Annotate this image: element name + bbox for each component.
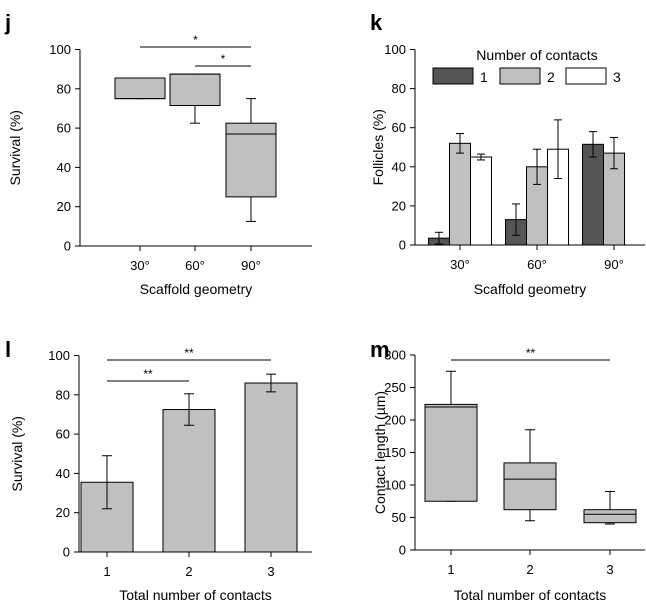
box-2	[503, 429, 557, 522]
bar-3-30°	[470, 156, 492, 246]
x-tick-label: 90°	[241, 258, 261, 273]
bar-3	[244, 382, 298, 553]
significance-label: **	[184, 346, 194, 360]
x-axis-label: Scaffold geometry	[140, 281, 253, 297]
panel-letter: k	[370, 10, 383, 35]
y-tick-label: 100	[384, 478, 406, 493]
box-30°	[114, 77, 166, 100]
x-tick-label: 60°	[185, 258, 205, 273]
box-body	[583, 509, 637, 524]
y-axis-label: Contact length (µm)	[372, 391, 388, 514]
x-tick-label: 3	[606, 562, 613, 577]
legend-swatch-2	[499, 67, 541, 85]
legend-label-2: 2	[547, 69, 555, 85]
y-tick-label: 80	[56, 387, 70, 402]
legend-label-1: 1	[480, 69, 488, 85]
box-body	[169, 73, 221, 107]
y-tick-label: 80	[392, 81, 406, 96]
significance-label: **	[143, 367, 153, 381]
legend: Number of contacts 1 2 3	[432, 47, 621, 85]
panel-m: m 0 50 100 150 200 250 300 1 2 3 Total number of co…	[370, 337, 645, 603]
x-axis-label: Total number of contacts	[119, 587, 272, 603]
box-body	[424, 403, 478, 502]
y-axis-label: Survival (%)	[7, 110, 23, 185]
y-tick-label: 40	[57, 160, 71, 175]
significance-label: *	[221, 52, 226, 66]
panel-letter: l	[5, 337, 11, 362]
x-axis-label: Total number of contacts	[454, 587, 607, 603]
y-tick-label: 50	[392, 510, 406, 525]
x-tick-label: 1	[103, 564, 110, 579]
legend-swatch-3	[565, 67, 607, 85]
y-tick-label: 0	[399, 543, 406, 558]
bar-1-90°	[582, 143, 604, 246]
box-body	[503, 462, 557, 511]
legend-swatch-1	[432, 67, 474, 85]
bar-2-30°	[449, 142, 471, 246]
box-60°	[169, 73, 221, 124]
y-tick-label: 40	[392, 159, 406, 174]
x-tick-label: 60°	[527, 257, 547, 272]
box-1	[424, 370, 478, 502]
box-90°	[225, 98, 277, 222]
panel-j: j 0 20 40 60 80 100 30° 60° 90° Scaffold geometry S…	[4, 10, 312, 297]
y-tick-label: 20	[56, 505, 70, 520]
box-body	[225, 122, 277, 198]
y-tick-label: 250	[384, 380, 406, 395]
x-tick-label: 2	[185, 564, 192, 579]
x-axis-label: Scaffold geometry	[474, 281, 587, 297]
y-tick-label: 200	[384, 413, 406, 428]
y-tick-label: 0	[63, 545, 70, 560]
y-axis-label: Survival (%)	[9, 416, 25, 491]
y-tick-label: 60	[392, 120, 406, 135]
y-tick-label: 0	[399, 238, 406, 253]
panel-letter: j	[4, 10, 11, 35]
y-tick-label: 100	[384, 42, 406, 57]
panel-k: k 0 20 40 60 80 100 30° 60° 90° Scaffold geometry F…	[370, 10, 645, 297]
y-tick-label: 60	[56, 427, 70, 442]
x-tick-label: 90°	[604, 257, 624, 272]
x-tick-label: 30°	[450, 257, 470, 272]
x-tick-label: 1	[447, 562, 454, 577]
y-tick-label: 40	[56, 466, 70, 481]
y-axis-label: Follicles (%)	[370, 109, 386, 185]
box-body	[114, 77, 166, 100]
x-tick-label: 3	[267, 564, 274, 579]
y-tick-label: 20	[57, 199, 71, 214]
bar-2	[162, 409, 216, 553]
y-tick-label: 20	[392, 198, 406, 213]
y-tick-label: 0	[64, 239, 71, 254]
panel-letter: m	[370, 337, 390, 362]
legend-label-3: 3	[613, 69, 621, 85]
y-tick-label: 60	[57, 121, 71, 136]
panel-l: l 0 20 40 60 80 100 1 2 3 Total number of contacts…	[5, 337, 312, 603]
y-tick-label: 100	[48, 348, 70, 363]
y-tick-label: 80	[57, 81, 71, 96]
significance-label: *	[193, 33, 198, 47]
y-tick-label: 150	[384, 445, 406, 460]
x-tick-label: 2	[526, 562, 533, 577]
legend-title: Number of contacts	[476, 47, 597, 63]
box-3	[583, 491, 637, 525]
y-tick-label: 100	[49, 42, 71, 57]
x-tick-label: 30°	[130, 258, 150, 273]
y-tick-label: 300	[384, 348, 406, 363]
significance-label: **	[526, 346, 536, 360]
